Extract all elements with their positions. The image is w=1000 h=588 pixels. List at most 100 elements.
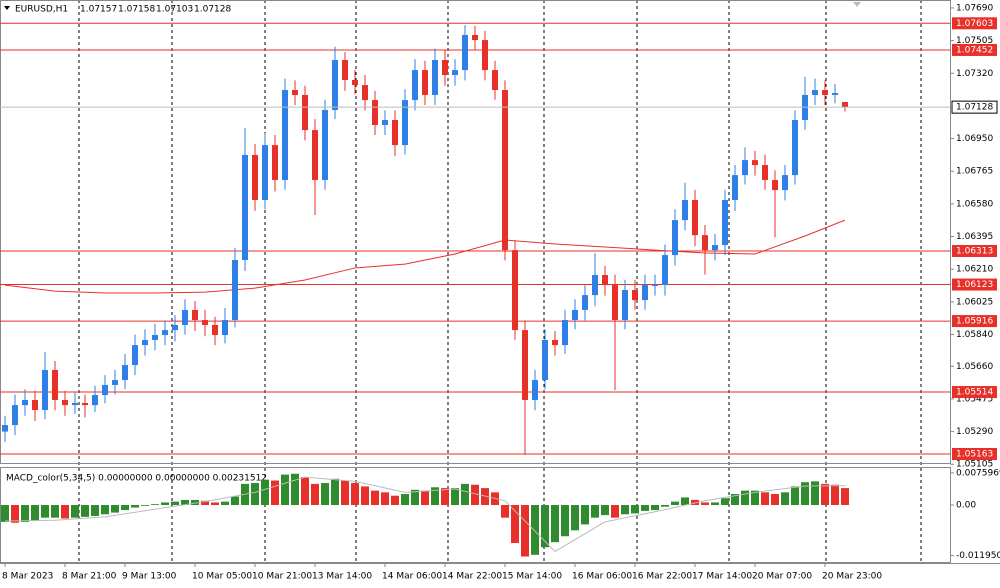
candle-body (772, 180, 778, 191)
candle-body (82, 402, 88, 406)
macd-bar (791, 486, 799, 505)
candle-body (722, 199, 728, 246)
macd-bar (381, 492, 389, 505)
shift-marker[interactable] (853, 2, 861, 7)
x-tick-label: 20 Mar 07:00 (752, 572, 812, 582)
macd-bar (741, 490, 749, 505)
candle-body (402, 100, 408, 146)
candle-body (392, 120, 398, 146)
macd-bar (651, 505, 659, 511)
candle-body (162, 330, 168, 336)
level-label-box (952, 386, 997, 399)
macd-bar (371, 490, 379, 505)
macd-bar (181, 499, 189, 505)
macd-bar (711, 502, 719, 505)
candle-body (612, 285, 618, 321)
macd-bar (101, 505, 109, 515)
candle-body (552, 339, 558, 346)
x-tick-label: 9 Mar 13:00 (122, 572, 177, 582)
macd-bar (161, 502, 169, 505)
macd-bar (541, 505, 549, 548)
level-label-box (952, 43, 997, 56)
candle-body (752, 160, 758, 166)
current-price-box (951, 100, 998, 114)
candle-body (562, 320, 568, 346)
candle-body (232, 260, 238, 321)
menu-arrow[interactable] (4, 6, 10, 10)
candle-body (572, 309, 578, 321)
candle-body (532, 380, 538, 400)
candle-body (272, 145, 278, 181)
x-tick-label: 16 Mar 06:00 (572, 572, 632, 582)
macd-bar (731, 494, 739, 505)
macd-bar (671, 501, 679, 505)
y-tick-label: 1.06580 (956, 199, 993, 209)
level-label: 1.06123 (956, 280, 993, 290)
macd-bar (571, 505, 579, 531)
macd-bar (341, 480, 349, 505)
ohlc-high: 1.07158 (118, 5, 155, 15)
candle-body (112, 380, 118, 385)
candle-body (282, 90, 288, 181)
candle-body (62, 399, 68, 406)
macd-bar (551, 505, 559, 543)
level-label-box (952, 447, 997, 460)
candle-body (652, 285, 658, 287)
candle-body (342, 60, 348, 80)
candle-body (512, 250, 518, 331)
candle-body (412, 70, 418, 101)
candle-body (292, 90, 298, 95)
x-tick-label: 14 Mar 06:00 (382, 572, 442, 582)
ohlc-open: 1.07157 (80, 5, 117, 15)
macd-bar (441, 488, 449, 505)
macd-bar (801, 482, 809, 505)
macd-panel-border (0, 467, 951, 563)
macd-bar (701, 502, 709, 505)
x-tick-label: 10 Mar 21:00 (252, 572, 312, 582)
macd-bar (611, 505, 619, 518)
candle-body (462, 34, 468, 71)
macd-bar (191, 499, 199, 505)
candle-body (72, 402, 78, 406)
macd-bar (141, 505, 149, 506)
macd-bar (621, 505, 629, 515)
macd-bar (821, 483, 829, 505)
macd-bar (51, 505, 59, 518)
level-label-box (952, 315, 997, 328)
macd-bar (451, 488, 459, 505)
level-label: 1.05514 (956, 388, 993, 398)
macd-bar (91, 505, 99, 516)
level-label: 1.06313 (956, 247, 993, 257)
level-label-box (952, 278, 997, 291)
x-tick-label: 20 Mar 23:00 (822, 572, 882, 582)
macd-bar (211, 502, 219, 505)
y-tick-label: 1.06765 (956, 167, 993, 177)
candle-body (602, 275, 608, 286)
x-tick-label: 8 Mar 2023 (2, 572, 53, 582)
candle-body (832, 93, 838, 95)
macd-bar (591, 505, 599, 518)
macd-bar (121, 505, 129, 511)
macd-bar (471, 484, 479, 505)
candle-body (52, 369, 58, 400)
candle-body (482, 40, 488, 71)
candle-body (312, 130, 318, 181)
candle-body (732, 175, 738, 200)
candle-body (142, 339, 148, 346)
macd-bar (261, 479, 269, 505)
candle-body (592, 275, 598, 296)
symbol: EURUSD,H1 (15, 5, 68, 15)
candle-body (102, 384, 108, 396)
y-tick-label: 1.05840 (956, 330, 993, 340)
current-price-label: 1.07128 (956, 103, 993, 113)
macd-bar (721, 498, 729, 505)
macd-bar (631, 505, 639, 514)
x-tick-label: 8 Mar 21:00 (62, 572, 117, 582)
candle-body (202, 320, 208, 325)
candle-body (712, 245, 718, 251)
candle-body (702, 235, 708, 251)
y-tick-label: 1.06950 (956, 134, 993, 144)
macd-bar (41, 505, 49, 518)
macd-bar (71, 505, 79, 518)
